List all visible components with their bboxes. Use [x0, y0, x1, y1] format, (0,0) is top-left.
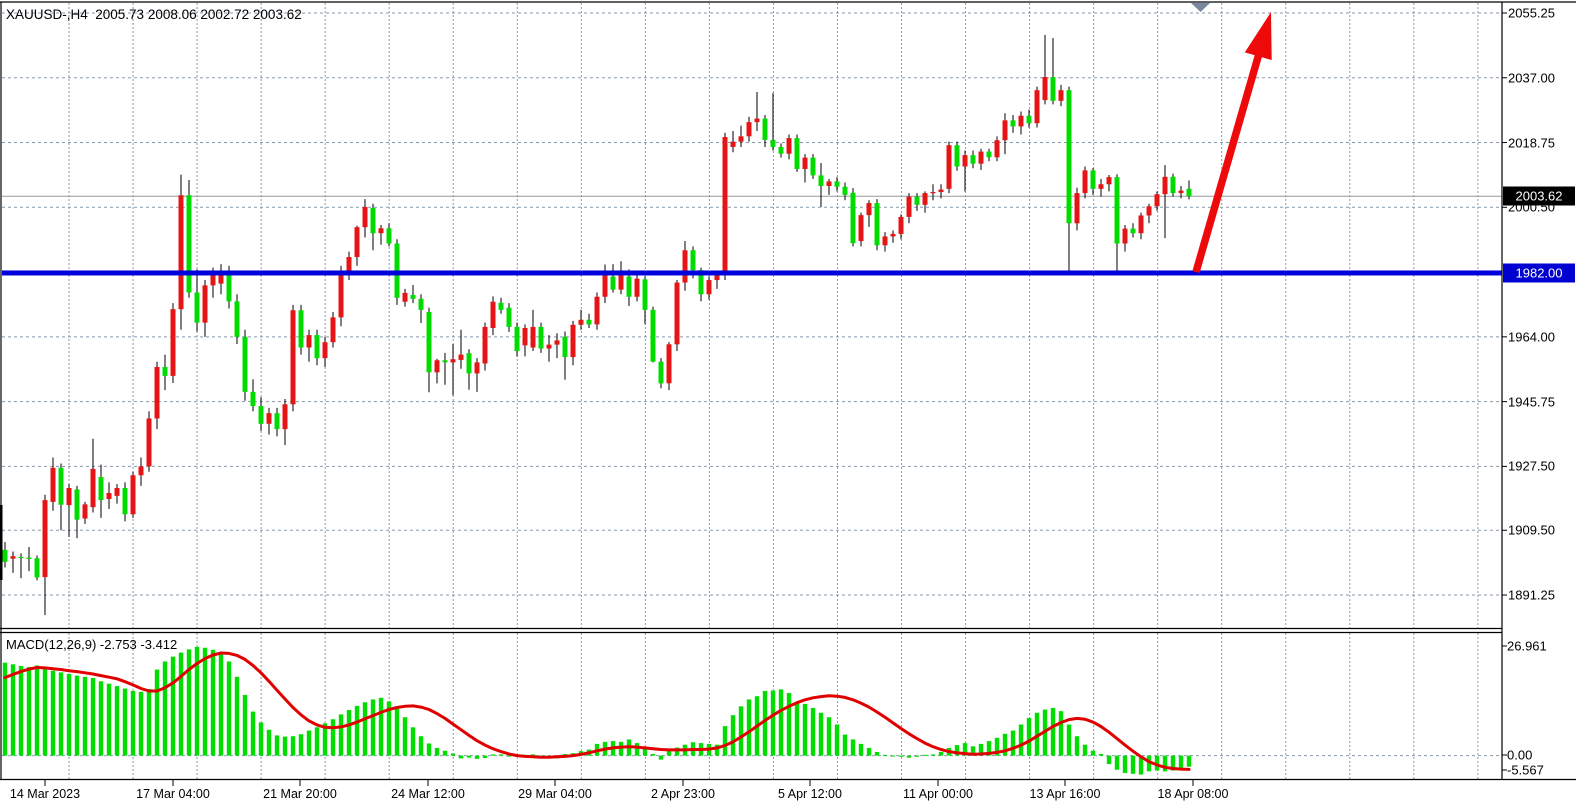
macd-indicator-label: MACD(12,26,9) -2.753 -3.412	[6, 637, 178, 652]
candles-layer	[0, 34, 1192, 616]
time-axis-label: 18 Apr 08:00	[1157, 787, 1229, 801]
time-axis-label: 24 Mar 12:00	[391, 787, 465, 801]
price-axis-label: 2018.75	[1508, 135, 1555, 151]
support-line[interactable]	[2, 270, 1502, 276]
price-axis-label: 1964.00	[1508, 329, 1555, 345]
time-axis-label: 14 Mar 2023	[9, 787, 81, 801]
price-axis-label: 2037.00	[1508, 70, 1555, 86]
price-axis-label: 1891.25	[1508, 587, 1555, 603]
macd-indicator-layer	[2, 646, 1192, 775]
chart-title: XAUUSD-,H4 2005.73 2008.06 2002.72 2003.…	[6, 7, 302, 22]
time-axis-label: 17 Mar 04:00	[136, 787, 210, 801]
macd-axis-label: 0.00	[1507, 747, 1533, 763]
price-axis-label: 1945.75	[1508, 394, 1555, 410]
time-axis-label: 5 Apr 12:00	[778, 787, 842, 801]
time-axis-label: 21 Mar 20:00	[263, 787, 337, 801]
macd-signal-line	[3, 651, 1191, 771]
grid-layer	[2, 3, 1502, 779]
frame-layer	[0, 1, 1576, 786]
support-line-price-label: 1982.00	[1503, 263, 1575, 283]
macd-axis-label: 26.961	[1507, 638, 1547, 654]
price-axis-label: 2055.25	[1508, 5, 1555, 21]
macd-axis-label: -5.567	[1507, 762, 1544, 778]
time-axis-label: 2 Apr 23:00	[651, 787, 715, 801]
trend-arrow-shaft[interactable]	[1192, 51, 1263, 274]
price-axis-label: 1909.50	[1508, 522, 1555, 538]
trend-arrow-head[interactable]	[1244, 12, 1272, 61]
time-axis-label: 13 Apr 16:00	[1029, 787, 1101, 801]
time-axis-label: 11 Apr 00:00	[903, 787, 973, 801]
scroll-marker-icon	[1191, 3, 1210, 12]
time-axis-label: 29 Mar 04:00	[518, 787, 592, 801]
current-price-label: 2003.62	[1503, 186, 1575, 206]
annotations-layer[interactable]	[2, 3, 1502, 276]
price-axis-label: 1927.50	[1508, 458, 1555, 474]
